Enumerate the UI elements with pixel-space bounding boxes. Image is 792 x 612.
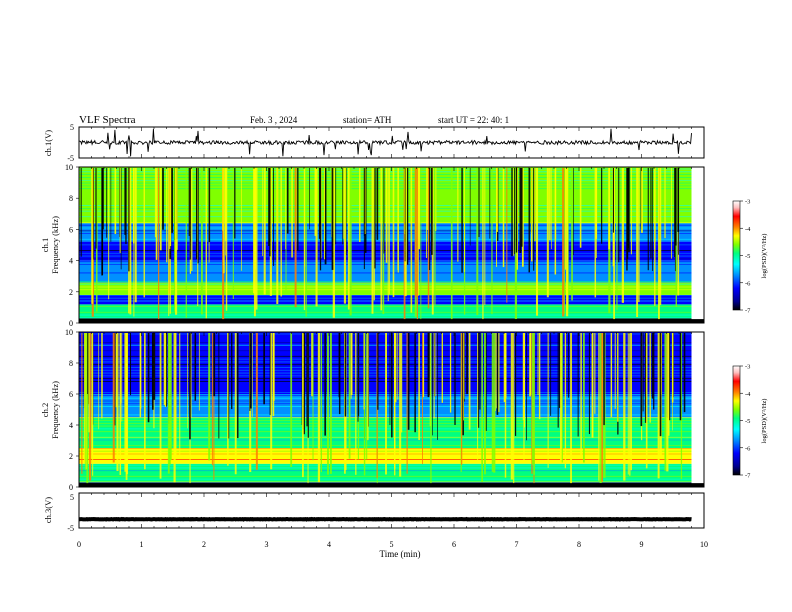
colorbar-tick-label: -3 bbox=[745, 199, 750, 206]
date-label: Feb. 3 , 2024 bbox=[250, 115, 298, 125]
ch1-spectrogram-ylabel-channel: ch.1 bbox=[40, 238, 50, 252]
ch3-ytick-bottom: -5 bbox=[67, 524, 74, 533]
time-axis-label: Time (min) bbox=[380, 549, 421, 559]
start-time-label: start UT = 22: 40: 1 bbox=[438, 115, 509, 125]
ch2-colorbar-ticks: -3 -4 -5 -6 -7 bbox=[740, 364, 751, 480]
ch1-spectrogram-xticks bbox=[78, 167, 705, 323]
y-tick-label: 6 bbox=[69, 225, 73, 234]
time-axis-tick-label: 2 bbox=[202, 540, 206, 549]
time-axis-tick-label: 1 bbox=[140, 540, 144, 549]
y-tick-label: 4 bbox=[69, 421, 73, 430]
ch2-spectrogram-xticks bbox=[78, 332, 705, 487]
y-tick-label: 4 bbox=[69, 257, 73, 266]
colorbar-tick-label: -6 bbox=[745, 280, 751, 287]
colorbar-tick-label: -7 bbox=[745, 308, 751, 315]
colorbar-tick-label: -6 bbox=[745, 445, 751, 452]
colorbar-tick-label: -5 bbox=[745, 418, 750, 425]
y-tick-label: 10 bbox=[65, 163, 73, 172]
ch3-waveform-trace bbox=[79, 516, 692, 522]
ch2-colorbar-gradient bbox=[732, 365, 741, 476]
ch1-spectrogram-panel: 0 2 4 6 8 10 ch.1 Frequency (kHz) bbox=[40, 163, 705, 328]
ch3-waveform-xticks bbox=[78, 493, 705, 528]
figure-title: VLF Spectra bbox=[79, 114, 136, 126]
ch1-spectrogram-ylabel-frequency: Frequency (kHz) bbox=[50, 216, 60, 274]
colorbar-tick-label: -5 bbox=[745, 253, 750, 260]
ch3-waveform-frame bbox=[78, 492, 705, 529]
time-axis-tick-labels: 0 1 2 3 4 5 6 7 8 9 10 bbox=[77, 540, 708, 549]
time-axis-tick-label: 10 bbox=[700, 540, 708, 549]
ch2-spectrogram-yticks: 0 2 4 6 8 10 bbox=[65, 328, 79, 492]
time-axis-tick-label: 9 bbox=[640, 540, 644, 549]
y-tick-label: 2 bbox=[69, 452, 73, 461]
y-tick-label: 2 bbox=[69, 288, 73, 297]
time-axis-tick-label: 4 bbox=[327, 540, 331, 549]
ch1-colorbar-label: log(PSD)(V²/Hz) bbox=[761, 234, 768, 279]
y-tick-label: 10 bbox=[65, 328, 73, 337]
ch2-colorbar: -3 -4 -5 -6 -7 log(PSD)(V²/Hz) bbox=[732, 364, 768, 480]
station-label: station= ATH bbox=[343, 115, 392, 125]
colorbar-tick-label: -4 bbox=[745, 226, 751, 233]
ch1-ytick-bottom: -5 bbox=[67, 154, 74, 163]
y-tick-label: 8 bbox=[69, 359, 73, 368]
ch3-waveform-panel: 5 -5 ch.3(V) bbox=[43, 492, 705, 533]
colorbar-tick-label: -3 bbox=[745, 364, 750, 371]
spectrogram-band bbox=[79, 260, 692, 283]
ch1-colorbar-ticks: -3 -4 -5 -6 -7 bbox=[740, 199, 751, 315]
time-axis-tick-label: 8 bbox=[577, 540, 581, 549]
y-tick-label: 0 bbox=[69, 483, 73, 492]
time-axis-tick-label: 6 bbox=[452, 540, 456, 549]
ch3-ytick-top: 5 bbox=[70, 493, 74, 502]
ch1-spectrogram-yticks: 0 2 4 6 8 10 bbox=[65, 163, 79, 328]
ch1-waveform-panel: 5 -5 ch.1(V) bbox=[43, 123, 705, 163]
ch1-ytick-top: 5 bbox=[70, 123, 74, 132]
ch2-spectrogram-ylabel-frequency: Frequency (kHz) bbox=[50, 381, 60, 439]
ch1-waveform-ylabel: ch.1(V) bbox=[43, 130, 53, 156]
colorbar-tick-label: -4 bbox=[745, 391, 751, 398]
ch2-spectrogram-image bbox=[79, 332, 704, 487]
ch2-spectrogram-ylabel-channel: ch.2 bbox=[40, 403, 50, 417]
ch1-waveform-xticks bbox=[78, 127, 705, 158]
y-tick-label: 8 bbox=[69, 194, 73, 203]
time-axis-tick-label: 5 bbox=[390, 540, 394, 549]
time-axis-tick-label: 7 bbox=[515, 540, 519, 549]
spectrogram-band bbox=[79, 282, 692, 295]
colorbar-tick-label: -7 bbox=[745, 473, 751, 480]
ch1-spectrogram-image bbox=[79, 167, 704, 323]
time-axis-tick-label: 0 bbox=[77, 540, 81, 549]
time-axis-tick-label: 3 bbox=[265, 540, 269, 549]
ch3-waveform-ylabel: ch.3(V) bbox=[43, 497, 53, 523]
ch1-waveform-trace bbox=[78, 128, 692, 157]
ch2-colorbar-label: log(PSD)(V²/Hz) bbox=[761, 399, 768, 444]
spectrogram-band bbox=[79, 294, 692, 305]
ch2-spectrogram-panel: 0 2 4 6 8 10 ch.2 Frequency (kHz) bbox=[40, 328, 705, 492]
y-tick-label: 6 bbox=[69, 390, 73, 399]
y-tick-label: 0 bbox=[69, 319, 73, 328]
ch1-colorbar-gradient bbox=[732, 200, 741, 311]
ch1-colorbar: -3 -4 -5 -6 -7 log(PSD)(V²/Hz) bbox=[732, 199, 768, 315]
